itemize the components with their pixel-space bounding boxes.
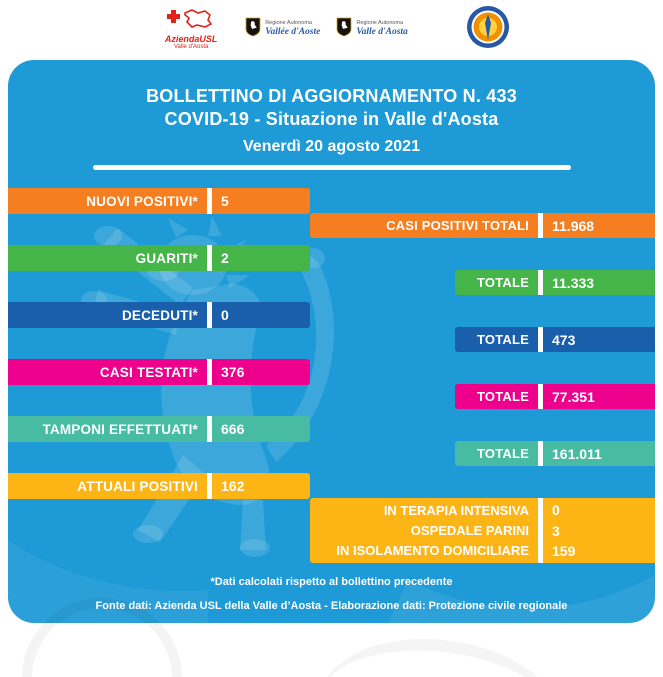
detail-value: 159 <box>552 542 576 559</box>
stat-row-attuali-positivi: ATTUALI POSITIVI 162 IN TERAPIA INTENSIV… <box>8 473 655 563</box>
total-value: 77.351 <box>552 388 595 405</box>
bar-divider <box>538 270 543 295</box>
total-label: TOTALE <box>477 332 529 347</box>
data-source-line: Fonte dati: Azienda USL della Valle d’Ao… <box>95 600 568 612</box>
stat-label: ATTUALI POSITIVI <box>77 478 198 494</box>
total-value: 11.333 <box>552 274 595 291</box>
detail-value: 3 <box>552 522 560 539</box>
bar-divider <box>538 441 543 466</box>
bar-divider <box>538 213 543 238</box>
header-logos: AziendaUSL Valle d'Aosta Regione Autonom… <box>0 0 663 58</box>
stat-row-guariti: GUARITI* 2 TOTALE 11.333 <box>8 245 655 296</box>
region-shield-icon <box>245 17 261 42</box>
stat-value: 0 <box>221 307 229 323</box>
title-underline <box>92 165 571 170</box>
stat-bar: GUARITI* 2 <box>8 245 310 271</box>
stat-label: DECEDUTI* <box>121 307 198 323</box>
total-bar: CASI POSITIVI TOTALI 11.968 <box>310 213 655 238</box>
detail-label: OSPEDALE PARINI <box>410 523 529 538</box>
bar-divider <box>207 302 212 328</box>
title-line-2: COVID-19 - Situazione in Valle d'Aosta <box>164 109 499 129</box>
total-label: TOTALE <box>477 389 529 404</box>
detail-label: IN ISOLAMENTO DOMICILIARE <box>336 543 529 558</box>
region-fr-name-label: Vallée d'Aoste <box>265 27 321 37</box>
total-value: 11.968 <box>552 217 595 234</box>
stat-label: NUOVI POSITIVI* <box>86 193 198 209</box>
total-value: 473 <box>552 331 576 348</box>
civil-protection-icon <box>466 5 510 54</box>
total-label: CASI POSITIVI TOTALI <box>386 218 529 233</box>
usl-map-cross-icon <box>165 7 217 34</box>
stat-bar: TAMPONI EFFETTUATI* 666 <box>8 416 310 442</box>
usl-logo-subtitle: Valle d'Aosta <box>173 44 209 50</box>
bar-divider <box>207 416 212 442</box>
stat-value: 2 <box>221 250 229 266</box>
stat-label: CASI TESTATI* <box>99 364 198 380</box>
footnote: *Dati calcolati rispetto al bollettino p… <box>210 576 453 588</box>
stat-label: TAMPONI EFFETTUATI* <box>42 421 198 437</box>
stat-row-tamponi: TAMPONI EFFETTUATI* 666 TOTALE 161.011 <box>8 416 655 467</box>
stat-bar: ATTUALI POSITIVI 162 <box>8 473 310 499</box>
stat-value: 162 <box>221 478 245 494</box>
stat-bar: NUOVI POSITIVI* 5 <box>8 188 310 214</box>
page-watermark-arc <box>312 625 568 677</box>
stat-value: 666 <box>221 421 245 437</box>
title-line-1: BOLLETTINO DI AGGIORNAMENTO N. 433 <box>146 86 517 106</box>
total-bar: TOTALE 11.333 <box>455 270 655 295</box>
stat-label: GUARITI* <box>135 250 198 266</box>
region-it-top-label: Regione Autonoma <box>356 20 404 26</box>
total-bar: TOTALE 77.351 <box>455 384 655 409</box>
bar-divider <box>207 188 212 214</box>
bar-divider <box>207 473 212 499</box>
bulletin-panel: BOLLETTINO DI AGGIORNAMENTO N. 433 COVID… <box>8 60 655 623</box>
detail-label: IN TERAPIA INTENSIVA <box>383 503 529 518</box>
total-value: 161.011 <box>552 445 602 462</box>
attuali-positivi-details: IN TERAPIA INTENSIVA OSPEDALE PARINI IN … <box>310 498 655 563</box>
total-label: TOTALE <box>477 275 529 290</box>
stat-value: 5 <box>221 193 229 209</box>
bulletin-title: BOLLETTINO DI AGGIORNAMENTO N. 433 COVID… <box>8 60 655 156</box>
region-fr-top-label: Regione Autonoma <box>265 20 312 26</box>
total-bar: TOTALE 473 <box>455 327 655 352</box>
region-shield-icon <box>336 17 352 42</box>
bar-divider <box>207 245 212 271</box>
bar-divider <box>538 384 543 409</box>
stat-row-nuovi-positivi: NUOVI POSITIVI* 5 CASI POSITIVI TOTALI 1… <box>8 188 655 239</box>
stat-row-deceduti: DECEDUTI* 0 TOTALE 473 <box>8 302 655 353</box>
title-date: Venerdì 20 agosto 2021 <box>243 138 420 155</box>
bar-divider <box>538 498 543 563</box>
bar-divider <box>207 359 212 385</box>
stat-rows: NUOVI POSITIVI* 5 CASI POSITIVI TOTALI 1… <box>8 188 655 569</box>
usl-logo-name: AziendaUSL <box>164 34 218 44</box>
logo-protezione-civile <box>466 5 510 54</box>
bar-divider <box>538 327 543 352</box>
stat-bar: CASI TESTATI* 376 <box>8 359 310 385</box>
total-label: TOTALE <box>477 446 529 461</box>
logo-region-valle-aosta: Regione Autonoma Valle d'Aosta <box>336 17 408 42</box>
stat-row-casi-testati: CASI TESTATI* 376 TOTALE 77.351 <box>8 359 655 410</box>
logo-region-vallee-aoste: Regione Autonoma Vallée d'Aoste <box>245 17 320 42</box>
stat-value: 376 <box>221 364 245 380</box>
stat-bar: DECEDUTI* 0 <box>8 302 310 328</box>
region-it-name-label: Valle d'Aosta <box>356 27 408 37</box>
logo-azienda-usl: AziendaUSL Valle d'Aosta <box>153 7 229 51</box>
total-bar: TOTALE 161.011 <box>455 441 655 466</box>
detail-value: 0 <box>552 502 560 519</box>
